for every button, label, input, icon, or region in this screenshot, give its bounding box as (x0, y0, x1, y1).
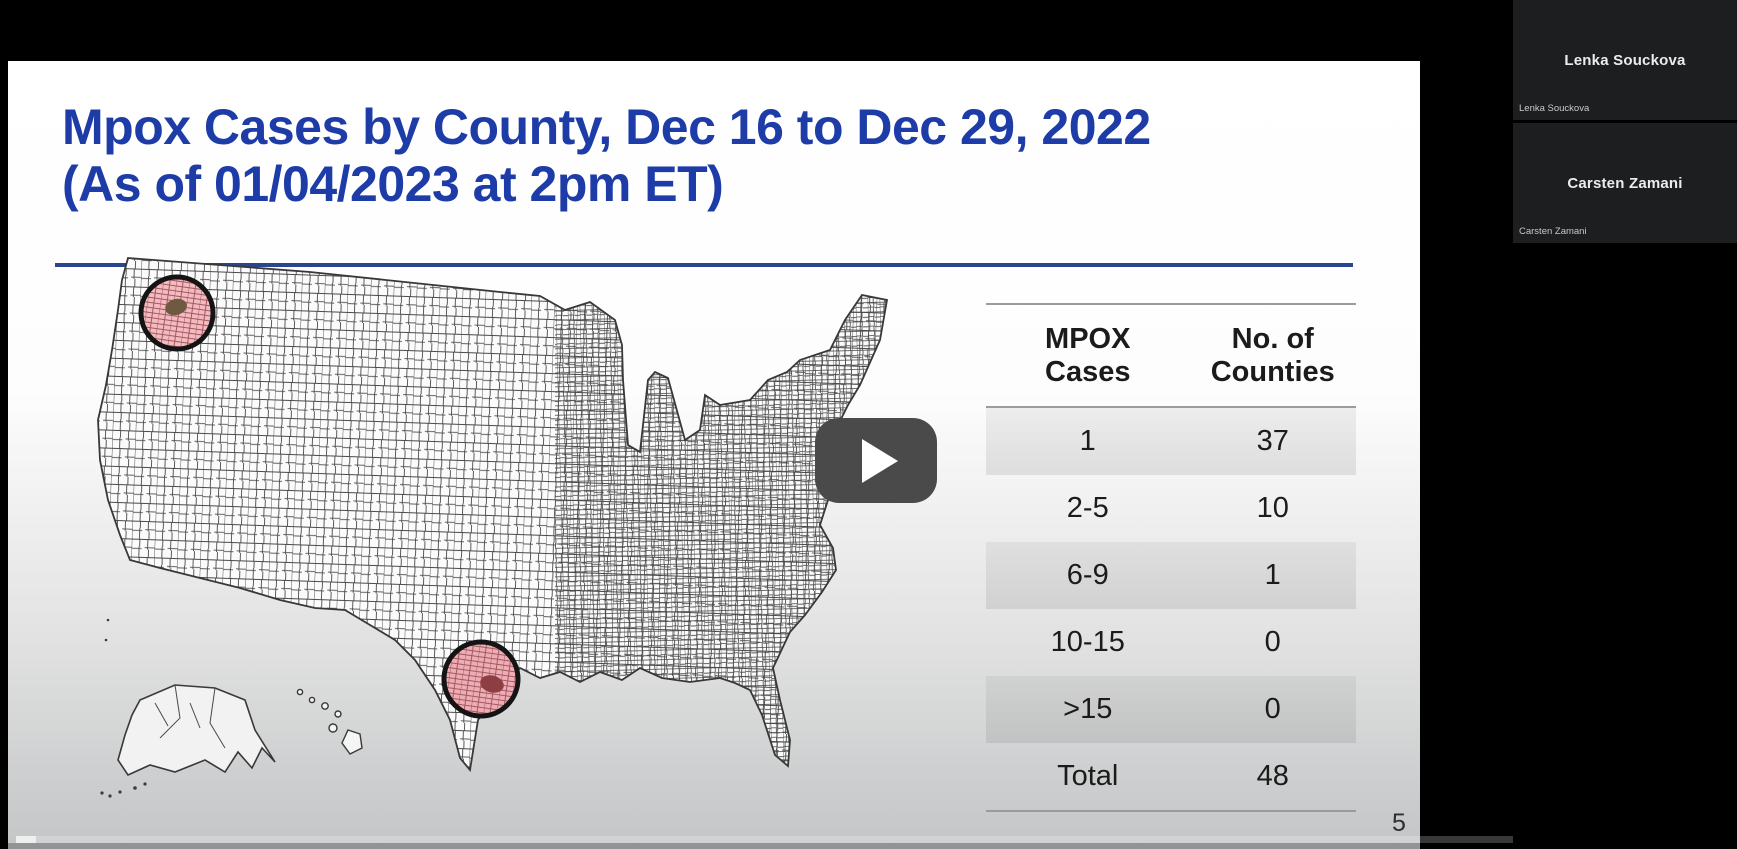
hawaii (296, 688, 363, 755)
video-progress-bar[interactable] (16, 836, 1737, 843)
participant-tile-lenka[interactable]: Lenka Souckova Lenka Souckova (1513, 0, 1737, 120)
alaska (100, 618, 276, 798)
table-row-total: Total 48 (1057, 760, 1289, 792)
participant-label: Carsten Zamani (1519, 226, 1587, 237)
slide-page-number: 5 (1392, 809, 1406, 837)
table-row: 2-5 10 (1066, 492, 1289, 524)
us-county-map-svg (97, 257, 888, 798)
player-bottom-shade (0, 843, 1737, 849)
slide-title-line2: (As of 01/04/2023 at 2pm ET) (62, 155, 724, 212)
table-top-border (986, 303, 1356, 305)
participant-label: Lenka Souckova (1519, 103, 1590, 114)
slide: Mpox Cases by County, Dec 16 to Dec 29, … (8, 61, 1420, 849)
table-row: >15 0 (986, 676, 1356, 743)
table-header-row: MPOX Cases No. of Counties (986, 305, 1356, 406)
mpox-summary-table: MPOX Cases No. of Counties 1 37 2-5 10 6… (986, 303, 1356, 812)
table-header-counties: No. of Counties (1210, 322, 1335, 388)
table-bottom-border (986, 810, 1356, 812)
table-row: 6-9 1 (986, 542, 1356, 609)
participants-panel: Lenka Souckova Lenka Souckova Carsten Za… (1513, 0, 1737, 849)
title-divider (55, 263, 1353, 267)
table-row: 10-15 0 (1050, 626, 1281, 658)
participant-name: Lenka Souckova (1564, 51, 1686, 69)
slide-title: Mpox Cases by County, Dec 16 to Dec 29, … (62, 99, 1262, 212)
video-progress-played (16, 836, 36, 843)
participant-name: Carsten Zamani (1567, 174, 1683, 192)
play-button[interactable] (815, 418, 937, 503)
us-county-map (50, 248, 900, 808)
outbreak-circle-northwest (138, 274, 216, 352)
participant-tile-carsten[interactable]: Carsten Zamani Carsten Zamani (1513, 123, 1737, 243)
table-header-border (986, 406, 1356, 408)
outbreak-circle-texas (441, 639, 521, 719)
table-row: 1 37 (986, 408, 1356, 475)
slide-title-line1: Mpox Cases by County, Dec 16 to Dec 29, … (62, 99, 1151, 155)
play-icon (862, 438, 898, 483)
table-header-cases: MPOX Cases (1045, 322, 1131, 388)
